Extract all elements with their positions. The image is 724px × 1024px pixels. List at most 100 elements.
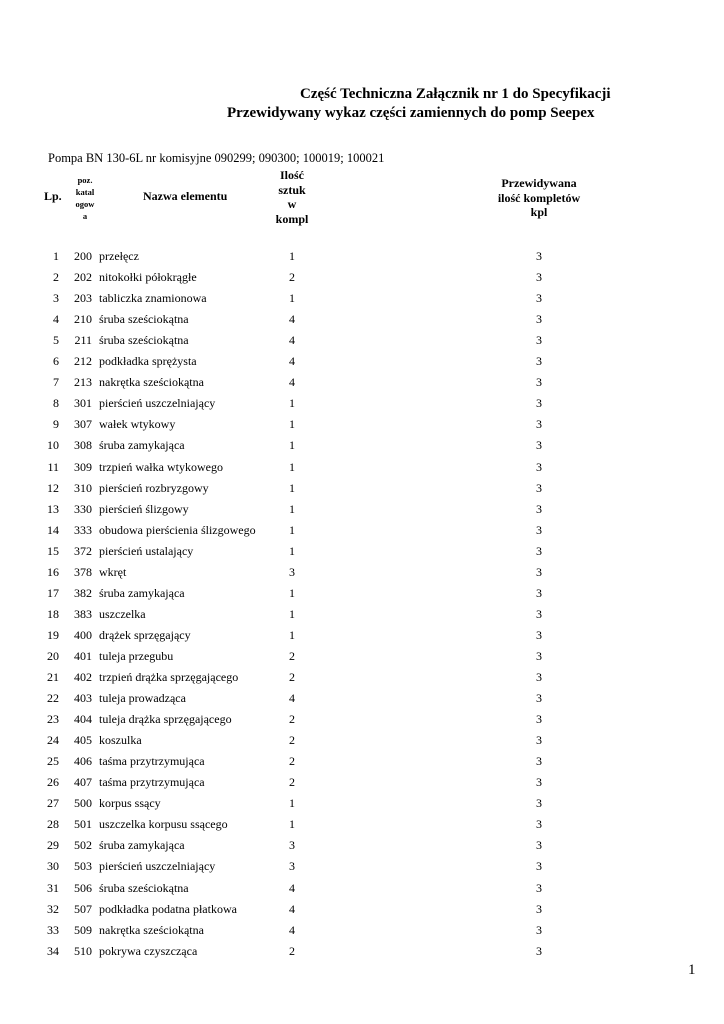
cell-lp: 14 <box>47 522 59 537</box>
cell-lp: 21 <box>47 670 59 684</box>
cell-kpl: 3 <box>536 838 542 853</box>
cell-qty: 1 <box>289 438 295 453</box>
cell-name: śruba zamykająca <box>99 838 185 853</box>
cell-lp: 30 <box>47 859 59 874</box>
cell-lp: 16 <box>47 564 59 579</box>
cell-lp: 27 <box>47 796 59 811</box>
cell-kpl: 3 <box>536 564 542 579</box>
cell-name: pierścień uszczelniający <box>99 396 216 411</box>
cell-name: nakrętka sześciokątna <box>99 375 204 390</box>
table-row: 26 407 taśma przytrzymująca 2 3 <box>0 775 724 791</box>
cell-qty: 1 <box>289 501 295 516</box>
cell-qty: 1 <box>289 522 295 537</box>
table-row: 21 402 trzpień drążka sprzęgającego 2 3 <box>0 670 724 686</box>
cell-qty: 3 <box>289 564 295 579</box>
cell-name: nakrętka sześciokątna <box>99 922 204 937</box>
cell-poz: 203 <box>74 291 92 306</box>
cell-kpl: 3 <box>536 901 542 916</box>
header-kpl-line: kpl <box>530 205 548 219</box>
cell-kpl: 3 <box>536 691 542 706</box>
cell-name: tuleja drążka sprzęgającego <box>99 712 232 727</box>
cell-kpl: 3 <box>536 648 542 663</box>
cell-qty: 2 <box>289 754 295 769</box>
cell-kpl: 3 <box>536 585 542 600</box>
cell-kpl: 3 <box>536 775 542 790</box>
cell-poz: 200 <box>74 249 92 263</box>
cell-lp: 4 <box>53 312 59 327</box>
cell-name: wałek wtykowy <box>99 417 176 432</box>
cell-kpl: 3 <box>536 249 542 263</box>
cell-poz: 503 <box>74 859 92 874</box>
cell-poz: 500 <box>74 796 92 811</box>
table-row: 3 203 tabliczka znamionowa 1 3 <box>0 291 724 307</box>
cell-kpl: 3 <box>536 796 542 811</box>
cell-poz: 212 <box>74 354 92 369</box>
header-kpl-line: ilość kompletów <box>497 190 581 205</box>
cell-name: podkładka sprężysta <box>99 354 197 369</box>
cell-kpl: 3 <box>536 312 542 327</box>
cell-lp: 12 <box>47 480 59 495</box>
cell-qty: 1 <box>289 459 295 474</box>
cell-poz: 382 <box>74 585 92 600</box>
table-row: 8 301 pierścień uszczelniający 1 3 <box>0 396 724 412</box>
cell-qty: 1 <box>289 796 295 811</box>
cell-poz: 407 <box>74 775 92 790</box>
cell-lp: 29 <box>47 838 59 853</box>
cell-poz: 509 <box>74 922 92 937</box>
cell-qty: 4 <box>289 333 295 348</box>
cell-kpl: 3 <box>536 943 542 958</box>
cell-lp: 3 <box>53 291 59 306</box>
cell-qty: 1 <box>289 627 295 642</box>
table-row: 23 404 tuleja drążka sprzęgającego 2 3 <box>0 712 724 728</box>
cell-poz: 307 <box>74 417 92 432</box>
cell-name: korpus ssący <box>99 796 161 811</box>
header-lp: Lp. <box>44 189 62 203</box>
header-qty-line: w <box>287 197 297 211</box>
cell-poz: 501 <box>74 817 92 832</box>
cell-qty: 2 <box>289 712 295 727</box>
table-row: 24 405 koszulka 2 3 <box>0 733 724 749</box>
cell-kpl: 3 <box>536 501 542 516</box>
cell-lp: 28 <box>47 817 59 832</box>
cell-poz: 400 <box>74 627 92 642</box>
cell-qty: 3 <box>289 859 295 874</box>
cell-poz: 502 <box>74 838 92 853</box>
cell-kpl: 3 <box>536 922 542 937</box>
cell-poz: 383 <box>74 606 92 621</box>
table-row: 28 501 uszczelka korpusu ssącego 1 3 <box>0 817 724 833</box>
cell-poz: 310 <box>74 480 92 495</box>
header-poz-line: ogow <box>75 199 95 209</box>
cell-name: pierścień rozbryzgowy <box>99 480 209 495</box>
cell-kpl: 3 <box>536 880 542 895</box>
cell-poz: 506 <box>74 880 92 895</box>
cell-name: uszczelka korpusu ssącego <box>99 817 228 832</box>
cell-qty: 1 <box>289 291 295 306</box>
cell-qty: 1 <box>289 606 295 621</box>
cell-qty: 1 <box>289 585 295 600</box>
cell-poz: 330 <box>74 501 92 516</box>
cell-name: śruba zamykająca <box>99 438 185 453</box>
title-line-1: Część Techniczna Załącznik nr 1 do Specy… <box>300 86 611 102</box>
cell-name: śruba zamykająca <box>99 585 185 600</box>
table-row: 14 333 obudowa pierścienia ślizgowego 1 3 <box>0 523 724 539</box>
cell-lp: 34 <box>47 943 59 958</box>
cell-kpl: 3 <box>536 291 542 306</box>
cell-kpl: 3 <box>536 627 542 642</box>
cell-name: drążek sprzęgający <box>99 627 191 642</box>
cell-kpl: 3 <box>536 354 542 369</box>
table-row: 9 307 wałek wtykowy 1 3 <box>0 417 724 433</box>
cell-lp: 33 <box>47 922 59 937</box>
cell-poz: 401 <box>74 648 92 663</box>
cell-poz: 308 <box>74 438 92 453</box>
cell-name: śruba sześciokątna <box>99 880 189 895</box>
cell-poz: 333 <box>74 522 92 537</box>
cell-lp: 1 <box>53 249 59 263</box>
cell-qty: 1 <box>289 396 295 411</box>
cell-name: tabliczka znamionowa <box>99 291 207 306</box>
cell-name: taśma przytrzymująca <box>99 754 205 769</box>
cell-name: pierścień ustalający <box>99 543 194 558</box>
cell-qty: 2 <box>289 775 295 790</box>
cell-kpl: 3 <box>536 817 542 832</box>
cell-qty: 4 <box>289 375 295 390</box>
cell-lp: 24 <box>47 733 59 748</box>
